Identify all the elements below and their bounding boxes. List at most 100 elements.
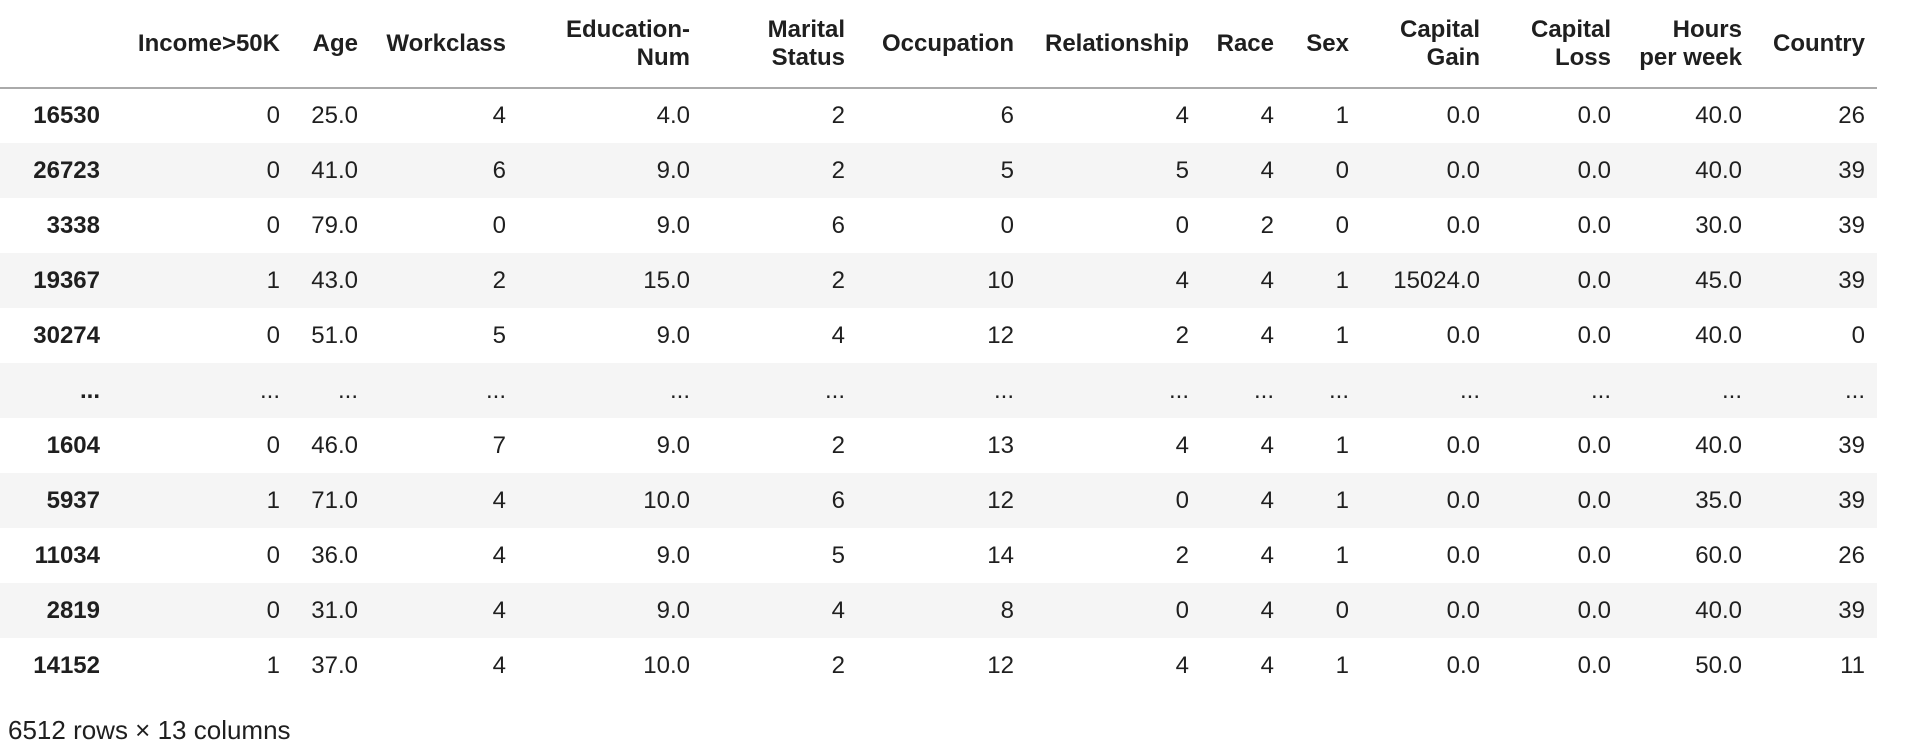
table-cell: 4 (1260, 102, 1274, 129)
row-index: 14152 (33, 651, 100, 679)
table-cell: 0 (266, 102, 280, 129)
row-index: 1604 (46, 431, 100, 459)
table-row: 16530 0 25.0 4 4.0 2 6 4 4 1 0.0 0.0 40.0 26 (0, 88, 1877, 143)
table-cell: 4 (1260, 266, 1274, 294)
table-cell: 5 (492, 321, 506, 349)
table-cell: 1 (266, 486, 280, 514)
table-cell: 0 (1175, 596, 1189, 624)
table-cell: 0 (1175, 486, 1189, 514)
table-row: 3338 0 79.0 0 9.0 6 0 0 2 0 0.0 0.0 30.0 39 (0, 198, 1877, 253)
table-cell: ... (337, 376, 358, 404)
column-header-country: Country (1754, 0, 1877, 89)
table-cell: 0 (266, 211, 280, 239)
table-cell: 4 (1260, 321, 1274, 349)
table-cell: 0.0 (1577, 596, 1611, 624)
table-cell: 0.0 (1577, 156, 1611, 184)
row-index: 11034 (34, 541, 100, 569)
table-cell: 2 (831, 651, 845, 679)
table-cell: 10 (987, 266, 1014, 294)
row-index: 3338 (46, 211, 100, 239)
table-body: 16530 0 25.0 4 4.0 2 6 4 4 1 0.0 0.0 40.0 26 26723 0 41.… (0, 88, 1877, 693)
table-cell: 0.0 (1577, 431, 1611, 459)
table-cell: 2 (831, 266, 845, 294)
table-cell: ... (824, 376, 845, 404)
table-cell: ... (1721, 376, 1742, 404)
table-cell: 4 (831, 596, 845, 624)
table-cell: 39 (1838, 211, 1865, 239)
table-cell: 39 (1838, 266, 1865, 294)
table-cell: 8 (1000, 596, 1014, 624)
row-index: ... (79, 376, 100, 404)
table-cell: 0 (266, 431, 280, 459)
table-cell: 4 (1175, 651, 1189, 679)
table-cell: 60.0 (1695, 541, 1742, 569)
table-cell: 15024.0 (1393, 266, 1480, 294)
table-cell: 6 (492, 156, 506, 184)
table-cell: 2 (831, 156, 845, 184)
table-cell: 71.0 (311, 486, 358, 514)
table-cell: ... (259, 376, 280, 404)
table-cell: 9.0 (656, 431, 690, 459)
table-cell: 9.0 (656, 211, 690, 239)
table-cell: 0.0 (1577, 266, 1611, 294)
table-cell: 0.0 (1446, 156, 1480, 184)
table-cell: 4 (831, 321, 845, 349)
table-cell: 0.0 (1577, 651, 1611, 679)
table-cell: 1 (266, 651, 280, 679)
table-cell: 0.0 (1446, 211, 1480, 239)
table-cell: 0 (492, 211, 506, 239)
table-row: 5937 1 71.0 4 10.0 6 12 0 4 1 0.0 0.0 35.0 39 (0, 473, 1877, 528)
table-cell: 0 (266, 541, 280, 569)
table-cell: 50.0 (1695, 651, 1742, 679)
table-cell: 51.0 (311, 321, 358, 349)
table-cell: 9.0 (656, 596, 690, 624)
table-cell: 5 (1175, 156, 1189, 184)
table-cell: 4 (492, 651, 506, 679)
table-cell: 6 (831, 211, 845, 239)
table-cell: 39 (1838, 156, 1865, 184)
table-cell: 5 (1000, 156, 1014, 184)
table-cell: ... (1590, 376, 1611, 404)
table-cell: 4 (1175, 266, 1189, 294)
table-cell: 36.0 (311, 541, 358, 569)
table-row: 1604 0 46.0 7 9.0 2 13 4 4 1 0.0 0.0 40.0 39 (0, 418, 1877, 473)
table-cell: ... (485, 376, 506, 404)
table-cell: 31.0 (311, 596, 358, 624)
table-cell: 1 (1335, 651, 1349, 679)
column-header-workclass: Workclass (370, 0, 518, 89)
table-row: 26723 0 41.0 6 9.0 2 5 5 4 0 0.0 0.0 40.0 39 (0, 143, 1877, 198)
column-header-sex: Sex (1286, 0, 1361, 89)
column-header-occupation: Occupation (857, 0, 1026, 89)
table-cell: 35.0 (1695, 486, 1742, 514)
table-cell: 0.0 (1446, 651, 1480, 679)
table-cell: 4 (1260, 486, 1274, 514)
table-cell: 0 (1851, 321, 1865, 349)
table-cell: 4 (492, 541, 506, 569)
table-row: 30274 0 51.0 5 9.0 4 12 2 4 1 0.0 0.0 40.0 0 (0, 308, 1877, 363)
table-cell: ... (1253, 376, 1274, 404)
table-cell: 1 (1335, 321, 1349, 349)
table-cell: 0.0 (1446, 541, 1480, 569)
table-cell: 40.0 (1695, 156, 1742, 184)
table-cell: 6 (1000, 102, 1014, 129)
column-header-capital-gain: Capital Gain (1361, 0, 1492, 89)
table-cell: 4 (492, 596, 506, 624)
table-cell: 13 (987, 431, 1014, 459)
table-cell: 41.0 (311, 156, 358, 184)
table-cell: 1 (1335, 266, 1349, 294)
table-row: 11034 0 36.0 4 9.0 5 14 2 4 1 0.0 0.0 60.0 26 (0, 528, 1877, 583)
table-cell: 0.0 (1577, 541, 1611, 569)
table-cell: 2 (1260, 211, 1274, 239)
column-header-age: Age (292, 0, 370, 89)
table-cell: 2 (1175, 321, 1189, 349)
table-cell: 39 (1838, 596, 1865, 624)
table-cell: 46.0 (311, 431, 358, 459)
table-cell: 0 (266, 156, 280, 184)
column-header-education-num: Education-Num (518, 0, 702, 89)
table-cell: 12 (987, 651, 1014, 679)
table-cell: ... (669, 376, 690, 404)
table-cell: 4.0 (656, 102, 690, 129)
table-cell: 4 (1260, 596, 1274, 624)
table-header: Income>50K Age Workclass Education-Num Marit… (0, 0, 1877, 89)
